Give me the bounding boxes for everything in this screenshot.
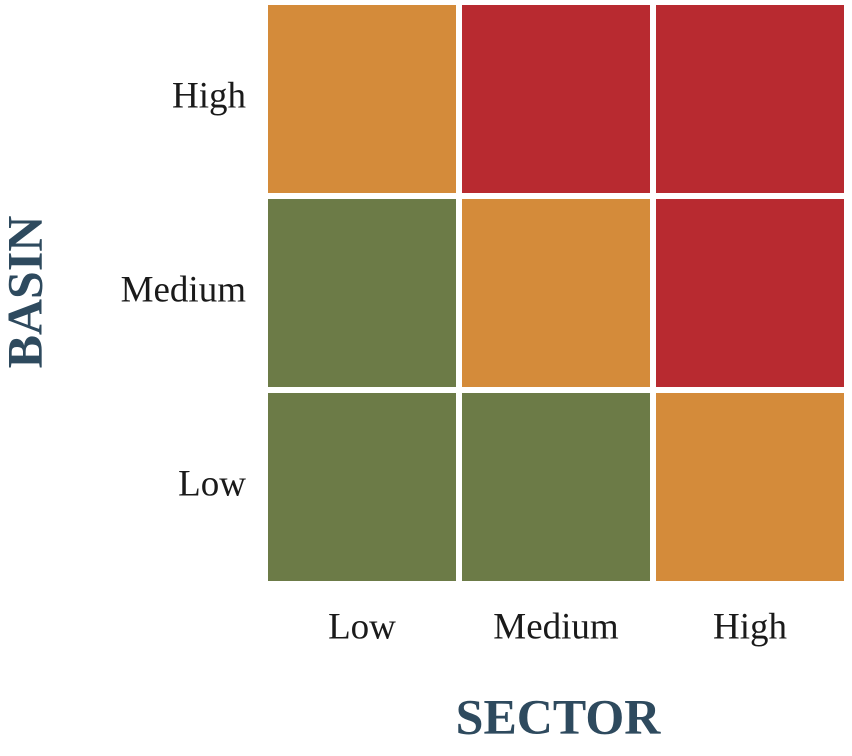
matrix-cell <box>268 5 456 193</box>
matrix-cell <box>656 393 844 581</box>
matrix-cell <box>656 5 844 193</box>
matrix-cell <box>268 199 456 387</box>
x-tick-label: High <box>713 606 788 647</box>
x-tick-label: Low <box>328 606 396 647</box>
y-tick-label: High <box>172 75 247 116</box>
matrix-cell <box>462 5 650 193</box>
matrix-cell <box>462 393 650 581</box>
y-tick-label: Medium <box>121 269 247 310</box>
matrix-cell <box>462 199 650 387</box>
x-axis-title: SECTOR <box>456 688 662 744</box>
y-axis-title: BASIN <box>0 216 52 369</box>
matrix-cell <box>268 393 456 581</box>
y-tick-label: Low <box>178 463 246 504</box>
x-tick-label: Medium <box>493 606 619 647</box>
matrix-cell <box>656 199 844 387</box>
